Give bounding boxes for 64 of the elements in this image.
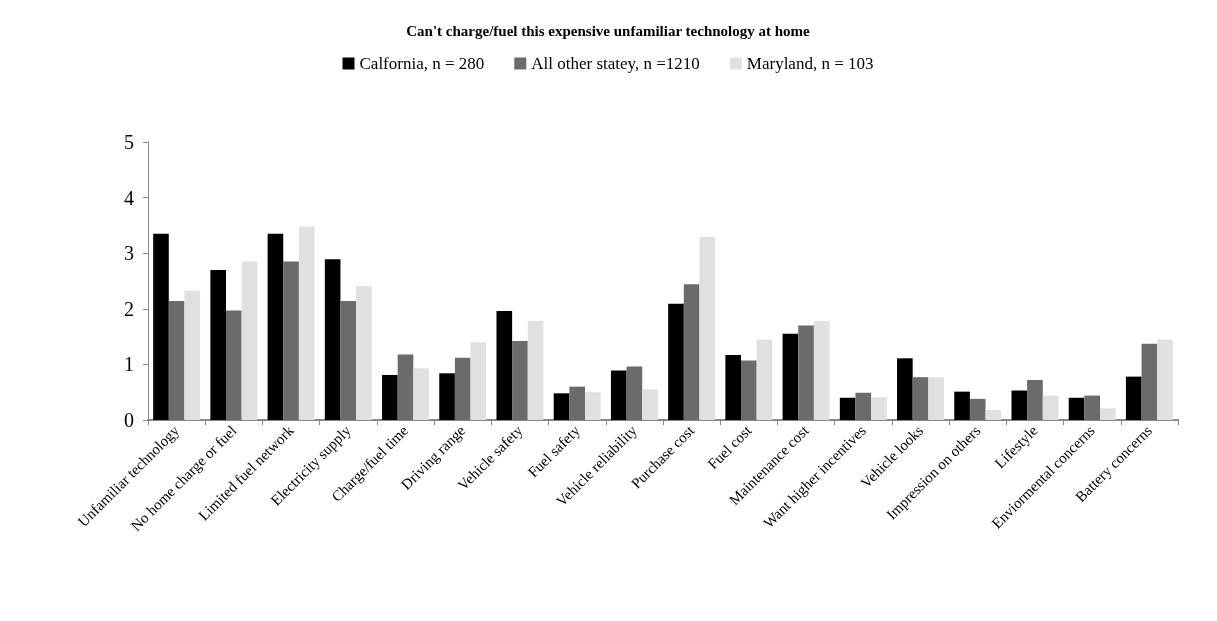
bar <box>470 342 487 420</box>
y-tick-label: 2 <box>124 297 134 320</box>
bar <box>168 301 185 420</box>
bar <box>699 237 716 420</box>
bar <box>1125 376 1142 420</box>
legend-label: Calfornia, n = 280 <box>359 54 485 73</box>
legend-label: All other statey, n =1210 <box>531 54 700 73</box>
bar <box>782 333 799 420</box>
bar <box>382 374 398 420</box>
chart-title: Can't charge/fuel this expensive unfamiliar technology at home <box>406 22 811 39</box>
bar <box>954 391 970 420</box>
y-tick-label: 0 <box>124 409 134 431</box>
bar <box>226 310 242 420</box>
y-tick-label: 5 <box>124 131 134 153</box>
bar <box>439 373 455 420</box>
bar <box>184 290 201 420</box>
bar <box>897 358 913 420</box>
bar <box>1011 390 1028 420</box>
bar <box>324 259 341 420</box>
bar <box>813 321 830 420</box>
bar <box>610 370 627 420</box>
bar <box>397 354 414 420</box>
bar <box>569 386 585 420</box>
bar <box>512 341 528 420</box>
bar <box>1099 408 1116 420</box>
bar <box>267 233 284 420</box>
bar <box>527 321 544 420</box>
y-tick-label: 3 <box>124 242 134 265</box>
bar <box>283 261 299 420</box>
bar <box>741 360 757 420</box>
bar <box>454 357 471 420</box>
bar <box>241 261 258 420</box>
bar <box>798 325 814 420</box>
bar <box>985 409 1002 420</box>
bar <box>626 366 643 420</box>
bar <box>413 368 429 420</box>
bar <box>553 393 570 420</box>
bar <box>1157 339 1173 420</box>
bar <box>1068 397 1085 420</box>
y-tick-label: 1 <box>124 353 134 376</box>
bar <box>642 389 658 420</box>
bar <box>668 303 684 420</box>
bar <box>969 398 986 420</box>
bar <box>340 301 357 420</box>
bar <box>871 397 887 420</box>
bar <box>210 269 227 420</box>
bar <box>839 397 856 420</box>
bar <box>1042 395 1059 420</box>
bar <box>1027 379 1043 420</box>
bar <box>356 286 372 420</box>
bar <box>912 377 929 420</box>
bar <box>725 354 742 420</box>
y-tick-label: 4 <box>124 186 134 209</box>
bar <box>928 377 944 420</box>
bar <box>496 311 513 420</box>
bar <box>584 392 601 420</box>
bar <box>683 284 700 420</box>
bar <box>298 226 315 420</box>
bar <box>1141 343 1158 420</box>
bar <box>153 233 169 420</box>
bar <box>1084 395 1100 420</box>
bar <box>756 339 773 420</box>
legend-label: Maryland, n = 103 <box>746 54 874 73</box>
bar <box>855 392 872 420</box>
